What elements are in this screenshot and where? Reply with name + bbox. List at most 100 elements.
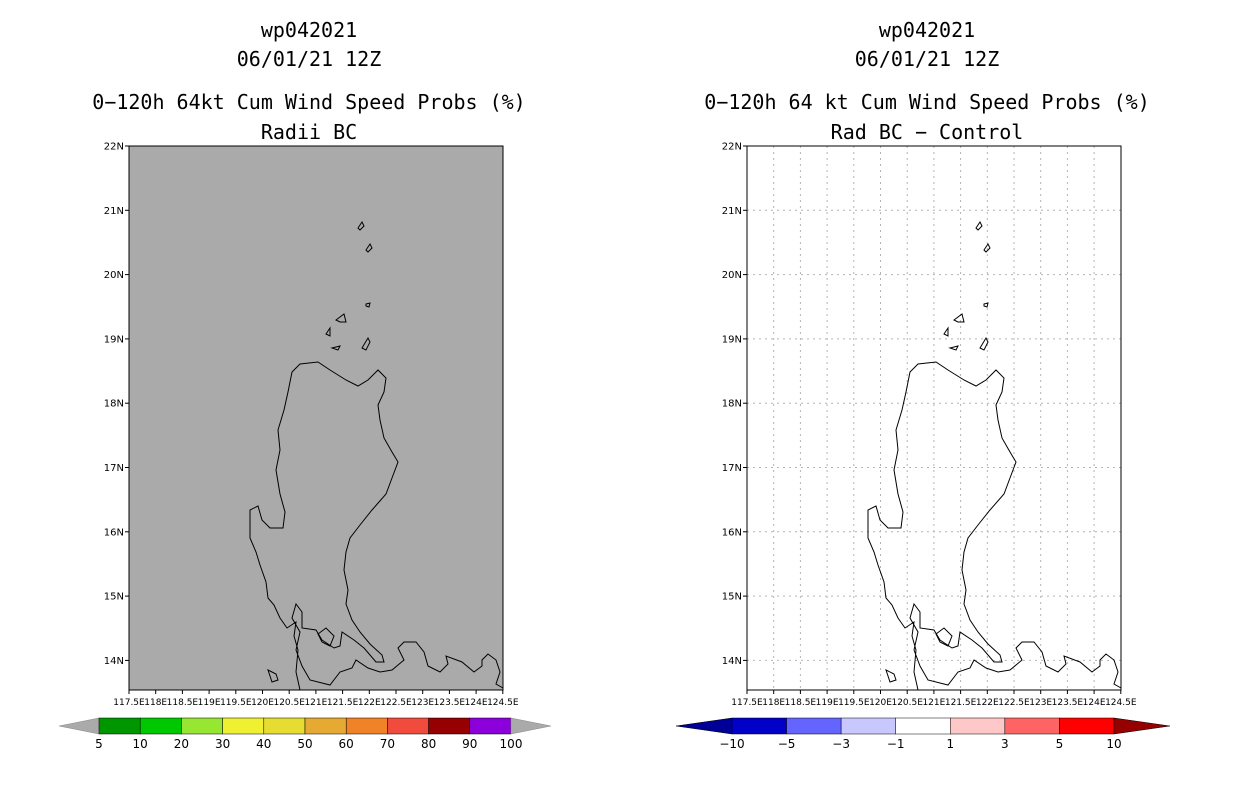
colorbar-right-arrow — [1113, 717, 1171, 735]
lat-tick-label: 19N — [104, 334, 124, 345]
lon-tick-label: 118.5E — [167, 698, 199, 708]
colorbar-label: 50 — [297, 737, 312, 751]
lon-tick-label: 123.5E — [1052, 698, 1084, 708]
colorbar-right-arrow — [510, 717, 552, 735]
lat-tick-label: 16N — [104, 527, 124, 538]
colorbar-swatch — [786, 717, 842, 735]
colorbar-left-arrow — [58, 717, 100, 735]
lat-tick-label: 17N — [104, 463, 124, 474]
lon-tick-label: 124.5E — [487, 698, 519, 708]
colorbar-label: 5 — [1056, 737, 1064, 751]
right-gridlines — [747, 146, 1121, 690]
colorbar-swatch — [428, 717, 471, 735]
colorbar-label: 5 — [95, 737, 103, 751]
colorbar-swatch — [469, 717, 512, 735]
colorbar-swatch — [387, 717, 429, 735]
lon-tick-label: 123E — [1029, 698, 1052, 708]
colorbar-label: −1 — [887, 737, 905, 751]
lat-tick-label: 20N — [104, 270, 124, 281]
lat-tick-label: 18N — [722, 399, 742, 410]
left-lat-axis: 22N 21N 20N 19N 18N 17N 16N 15N 14N — [104, 142, 129, 667]
lon-tick-label: 122E — [358, 698, 381, 708]
left-lon-axis: 117.5E 118E 118.5E 119E 119.5E 120E 120.5E 121E… — [113, 690, 519, 708]
left-panel: wp042021 06/01/21 12Z 0−120h 64kt Cum Wi… — [58, 18, 552, 751]
lat-tick-label: 19N — [722, 334, 742, 345]
lon-tick-label: 119E — [198, 698, 221, 708]
lon-tick-label: 120E — [869, 698, 892, 708]
lon-tick-label: 118E — [762, 698, 785, 708]
colorbar-swatch — [1059, 717, 1115, 735]
lon-tick-label: 119E — [816, 698, 839, 708]
lon-tick-label: 123E — [411, 698, 434, 708]
colorbar-swatch — [345, 717, 388, 735]
colorbar-swatch — [1004, 717, 1060, 735]
lon-tick-label: 120.5E — [273, 698, 305, 708]
colorbar-label: 10 — [133, 737, 148, 751]
left-map-area — [128, 145, 504, 691]
left-title-storm: wp042021 — [260, 18, 358, 42]
colorbar-label: −5 — [778, 737, 796, 751]
lon-tick-label: 124E — [1083, 698, 1106, 708]
lon-tick-label: 122.5E — [380, 698, 412, 708]
colorbar-swatch — [98, 717, 141, 735]
colorbar-label: 40 — [256, 737, 271, 751]
lat-tick-label: 22N — [104, 142, 124, 153]
lon-tick-label: 122E — [976, 698, 999, 708]
lon-tick-label: 124.5E — [1105, 698, 1137, 708]
lon-tick-label: 117.5E — [731, 698, 763, 708]
lat-tick-label: 16N — [722, 527, 742, 538]
colorbar-swatch — [263, 717, 306, 735]
lon-tick-label: 121.5E — [327, 698, 359, 708]
lon-tick-label: 121.5E — [945, 698, 977, 708]
lon-tick-label: 121E — [922, 698, 945, 708]
lon-tick-label: 118E — [144, 698, 167, 708]
left-title-product: 0−120h 64kt Cum Wind Speed Probs (%) — [92, 90, 526, 114]
lat-tick-label: 14N — [104, 656, 124, 667]
lon-tick-label: 123.5E — [434, 698, 466, 708]
colorbar-swatch — [840, 717, 896, 735]
colorbar-label: 20 — [174, 737, 189, 751]
lon-tick-label: 124E — [465, 698, 488, 708]
right-title-subtitle: Rad BC − Control — [830, 120, 1024, 144]
colorbar-label: −3 — [832, 737, 850, 751]
lat-tick-label: 21N — [722, 206, 742, 217]
lat-tick-label: 17N — [722, 463, 742, 474]
left-title-subtitle: Radii BC — [260, 120, 358, 144]
colorbar-swatch — [895, 717, 951, 735]
colorbar-label: 60 — [339, 737, 354, 751]
lat-tick-label: 15N — [722, 592, 742, 603]
colorbar-swatch — [181, 717, 223, 735]
right-title-storm: wp042021 — [878, 18, 976, 42]
lat-tick-label: 15N — [104, 592, 124, 603]
colorbar-swatch — [222, 717, 265, 735]
colorbar-label: 30 — [215, 737, 230, 751]
colorbar-left-arrow — [675, 717, 733, 735]
lon-tick-label: 122.5E — [998, 698, 1030, 708]
colorbar-swatch — [304, 717, 347, 735]
colorbar-label: 80 — [421, 737, 436, 751]
lon-tick-label: 117.5E — [113, 698, 145, 708]
right-title-date: 06/01/21 12Z — [854, 47, 1000, 71]
lon-tick-label: 121E — [304, 698, 327, 708]
colorbar-swatch — [731, 717, 787, 735]
right-lat-axis: 22N 21N 20N 19N 18N 17N 16N 15N 14N — [722, 142, 747, 667]
lat-tick-label: 20N — [722, 270, 742, 281]
right-coastline — [867, 221, 1122, 691]
left-colorbar: 5 10 20 30 40 50 60 70 80 90 100 — [58, 717, 552, 751]
colorbar-label: 70 — [380, 737, 395, 751]
colorbar-label: 1 — [946, 737, 954, 751]
colorbar-label: 100 — [500, 737, 523, 751]
colorbar-label: 90 — [462, 737, 477, 751]
right-title-product: 0−120h 64 kt Cum Wind Speed Probs (%) — [704, 90, 1150, 114]
colorbar-label: 3 — [1001, 737, 1009, 751]
lon-tick-label: 119.5E — [220, 698, 252, 708]
lat-tick-label: 14N — [722, 656, 742, 667]
colorbar-swatch — [139, 717, 182, 735]
left-coastline — [249, 221, 504, 691]
lat-tick-label: 18N — [104, 399, 124, 410]
right-colorbar: −10 −5 −3 −1 1 3 5 10 — [675, 717, 1171, 751]
lon-tick-label: 120E — [251, 698, 274, 708]
lon-tick-label: 118.5E — [785, 698, 817, 708]
